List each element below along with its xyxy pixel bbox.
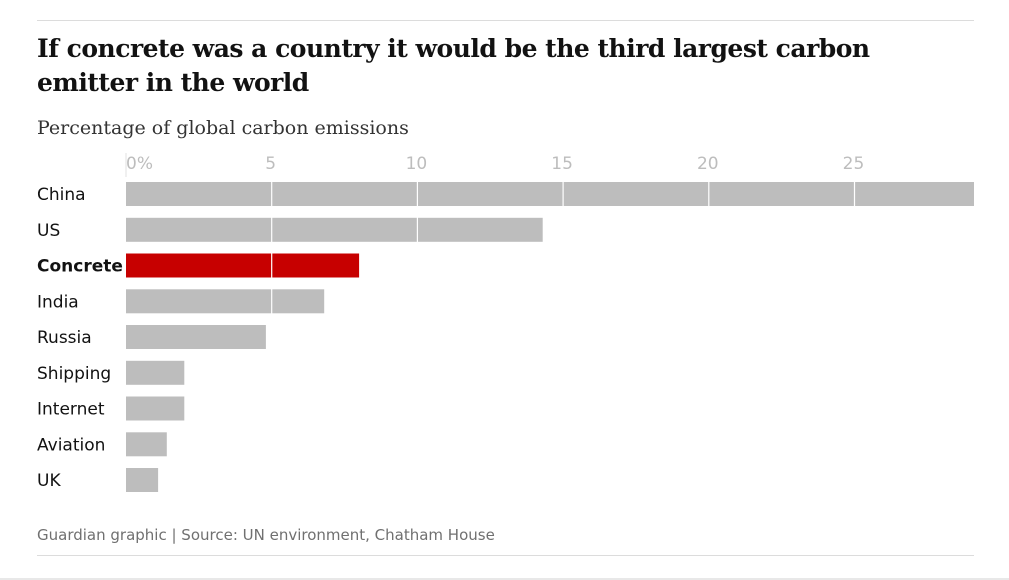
category-label-aviation: Aviation [37,435,105,455]
bottom-rule [37,555,974,556]
bar-shipping [126,360,185,385]
category-label-shipping: Shipping [37,364,111,384]
category-label-russia: Russia [37,328,92,348]
tick-label: 10 [406,154,428,174]
tick-label: 5 [265,154,276,174]
tick-label: 20 [697,154,719,174]
chart-title: If concrete was a country it would be th… [37,34,870,97]
bar-russia [126,325,266,349]
tick-label: 0% [126,154,153,174]
bar-uk [126,468,159,492]
tick-label: 15 [551,154,573,174]
bar-chart: 0% 5 10 15 20 25 China US Concrete India Russia Sh… [37,153,974,492]
bars-group [126,182,974,492]
category-label-india: India [37,292,79,312]
category-labels: China US Concrete India Russia Shipping Intern… [37,185,123,491]
bar-india [126,289,325,314]
category-label-uk: UK [37,471,61,491]
source-note: Guardian graphic | Source: UN environmen… [37,526,495,544]
bar-us [126,217,543,242]
tick-label: 25 [843,154,865,174]
gridlines-group [125,153,856,492]
bar-concrete [126,253,360,278]
category-label-china: China [37,185,86,205]
bar-aviation [126,432,167,457]
category-label-internet: Internet [37,400,105,420]
top-rule [37,20,974,21]
chart-subtitle: Percentage of global carbon emissions [37,117,409,139]
bar-china [126,182,974,206]
category-label-us: US [37,221,60,241]
bar-internet [126,396,185,421]
page-bottom-border [0,578,1009,580]
category-label-concrete: Concrete [37,257,123,277]
x-axis-ticks: 0% 5 10 15 20 25 [126,154,864,174]
